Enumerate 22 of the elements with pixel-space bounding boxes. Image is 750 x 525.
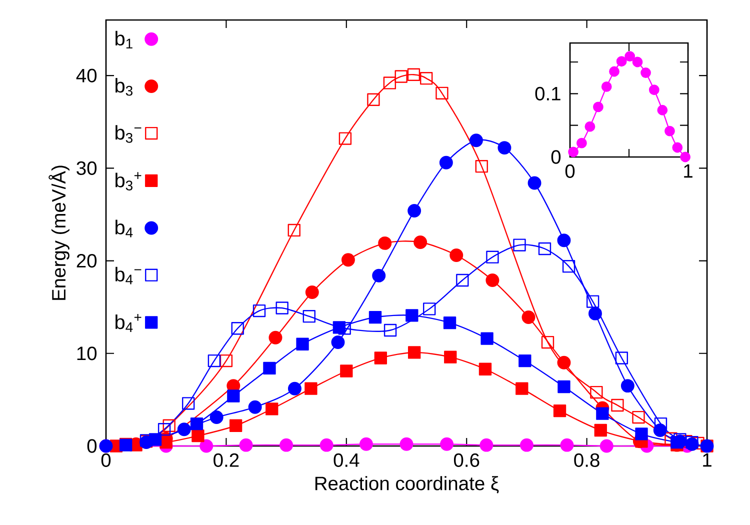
x-axis-title: Reaction coordinate ξ [315,476,499,494]
y-tick-label: 0 [87,439,97,453]
x-tick-label: 0.2 [214,453,239,467]
legend-label: b$_{4}$− [116,266,142,284]
x-tick-label: 0.8 [574,453,600,467]
x-tick-label: 0 [101,453,111,467]
x-tick-label: 0.6 [454,453,480,467]
y-tick-label: 40 [76,68,97,82]
legend-label: b$_{3}$+ [116,172,142,190]
legend-label: b$_{4}$+ [116,314,142,332]
x-tick-label: 1 [703,453,712,467]
y-axis-title: Energy (meV/Å) [48,166,70,300]
y-tick-label: 20 [76,254,97,268]
y-tick-label: 10 [77,346,97,360]
x-tick-label: 0.4 [334,453,360,467]
legend-label: b$_{1}$ [116,30,132,48]
y-tick-label: 0.1 [535,86,560,100]
legend-label: b$_{4}$ [116,220,133,238]
x-tick-label: 1 [684,164,692,178]
legend-label: b$_{3}$− [116,125,142,143]
legend-label: b$_{3}$ [116,78,132,96]
y-tick-label: 30 [76,161,97,175]
